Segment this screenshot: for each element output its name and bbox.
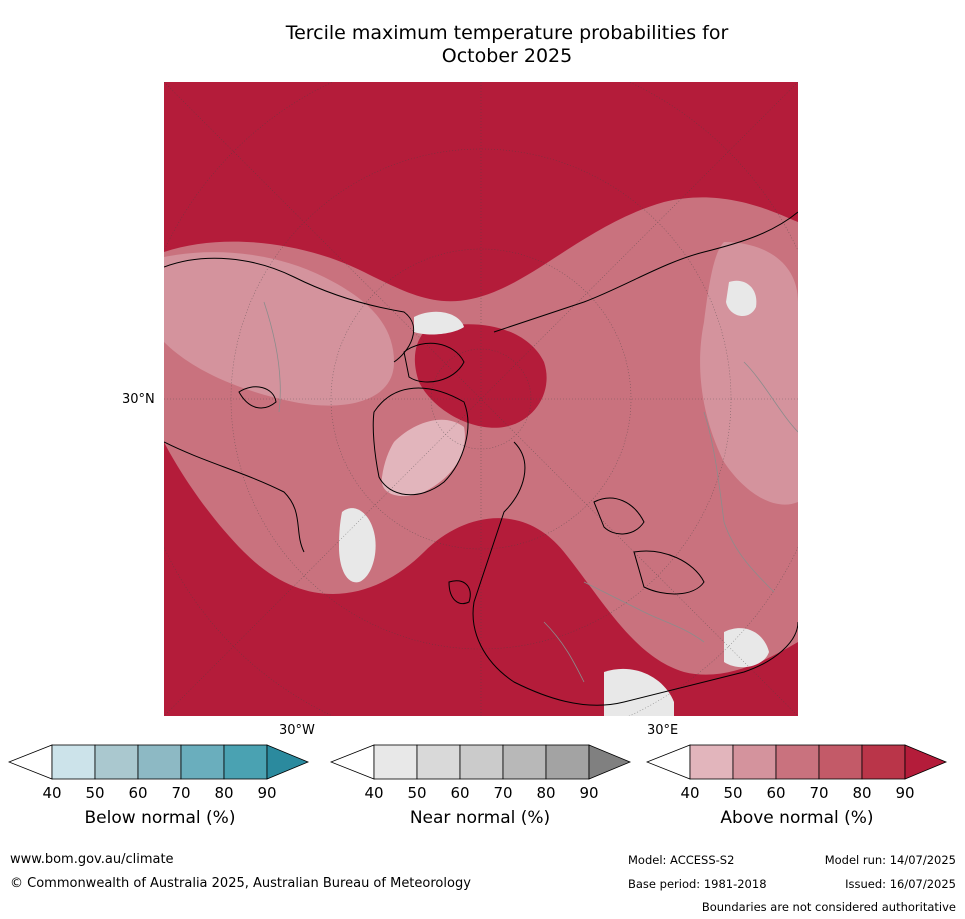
base-period-text: Base period: 1981-2018 (628, 877, 767, 891)
above-normal-tick: 60 (766, 784, 786, 802)
lat-label-30n: 30°N (122, 392, 155, 407)
map-title: Tercile maximum temperature probabilitie… (0, 22, 965, 68)
copyright-text: © Commonwealth of Australia 2025, Austra… (10, 876, 471, 891)
near-normal-bin-70-80 (502, 744, 547, 780)
above-normal-tick: 40 (680, 784, 700, 802)
probability-map (164, 82, 798, 716)
title-line-2: October 2025 (441, 45, 573, 67)
above-normal-bin-70-80 (818, 744, 863, 780)
model-run-text: Model run: 14/07/2025 (824, 853, 956, 867)
below-normal-label: Below normal (%) (84, 808, 236, 828)
region-near-normal-asia (724, 628, 769, 668)
graticule (164, 82, 798, 716)
colorbar-near-normal (330, 744, 632, 780)
near-normal-bin-60-70 (459, 744, 504, 780)
colorbar-above-normal (646, 744, 948, 780)
below-normal-bin-70-80 (180, 744, 225, 780)
above-normal-tick: 90 (895, 784, 915, 802)
near-normal-bin-50-60 (416, 744, 461, 780)
above-normal-tick: 70 (809, 784, 829, 802)
region-light-pink-west (164, 252, 394, 406)
issued-text: Issued: 16/07/2025 (845, 877, 956, 891)
country-borders (263, 301, 798, 683)
above-normal-label: Above normal (%) (720, 808, 874, 828)
below-normal-tick: 80 (214, 784, 234, 802)
near-normal-tick: 60 (450, 784, 470, 802)
above-normal-tick: 50 (723, 784, 743, 802)
lon-label-30w: 30°W (279, 723, 315, 738)
website-link[interactable]: www.bom.gov.au/climate (10, 852, 174, 867)
region-near-normal-east (726, 280, 757, 317)
above-normal-bin-80-90 (861, 744, 906, 780)
colorbar-below-normal (8, 744, 310, 780)
region-light-pink-east (700, 242, 798, 505)
above-normal-arrow-left (646, 744, 691, 780)
above-normal-bin-50-60 (732, 744, 777, 780)
below-normal-tick: 40 (42, 784, 62, 802)
near-normal-tick: 80 (536, 784, 556, 802)
below-normal-bin-80-90 (223, 744, 268, 780)
below-normal-tick: 90 (257, 784, 277, 802)
below-normal-arrow-left (8, 744, 53, 780)
near-normal-label: Near normal (%) (409, 808, 551, 828)
lon-label-30e: 30°E (647, 723, 679, 738)
coastlines (164, 211, 798, 706)
near-normal-tick: 50 (407, 784, 427, 802)
near-normal-bin-80-90 (545, 744, 590, 780)
below-normal-bin-50-60 (94, 744, 139, 780)
above-normal-tick: 80 (852, 784, 872, 802)
model-text: Model: ACCESS-S2 (628, 853, 735, 867)
below-normal-arrow-right (266, 744, 310, 780)
title-line-1: Tercile maximum temperature probabilitie… (285, 22, 729, 44)
region-near-normal-africa (604, 668, 674, 716)
below-normal-bin-40-50 (51, 744, 96, 780)
near-normal-tick: 70 (493, 784, 513, 802)
above-normal-bin-40-50 (689, 744, 734, 780)
near-normal-bin-40-50 (373, 744, 418, 780)
region-arctic-red (414, 324, 547, 428)
below-normal-bin-60-70 (137, 744, 182, 780)
disclaimer-text: Boundaries are not considered authoritat… (701, 900, 956, 914)
near-normal-tick: 90 (579, 784, 599, 802)
above-normal-arrow-right (904, 744, 948, 780)
above-normal-bin-60-70 (775, 744, 820, 780)
below-normal-tick: 60 (128, 784, 148, 802)
below-normal-tick: 70 (171, 784, 191, 802)
region-near-normal-arctic (414, 311, 464, 335)
near-normal-arrow-left (330, 744, 375, 780)
near-normal-arrow-right (588, 744, 632, 780)
below-normal-tick: 50 (85, 784, 105, 802)
near-normal-tick: 40 (364, 784, 384, 802)
region-near-normal-atlantic (339, 508, 376, 583)
